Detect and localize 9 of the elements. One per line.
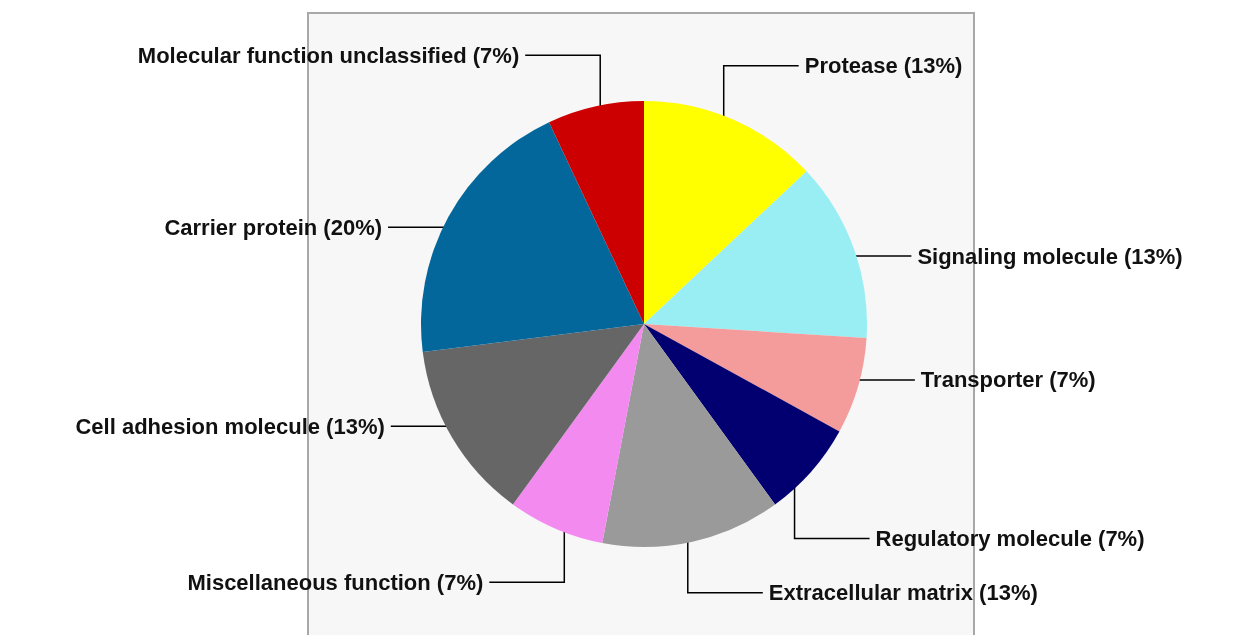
slice-label: Cell adhesion molecule (13%) [75,413,385,439]
slice-label: Signaling molecule (13%) [917,243,1183,269]
slice-label: Carrier protein (20%) [164,214,383,240]
slice-label: Molecular function unclassified (7%) [137,42,520,68]
slice-label: Regulatory molecule (7%) [875,526,1145,552]
slice-label: Transporter (7%) [920,367,1096,393]
slice-label: Miscellaneous function (7%) [187,569,484,595]
slice-label: Protease (13%) [804,53,963,79]
slice-label: Extracellular matrix (13%) [768,580,1038,606]
